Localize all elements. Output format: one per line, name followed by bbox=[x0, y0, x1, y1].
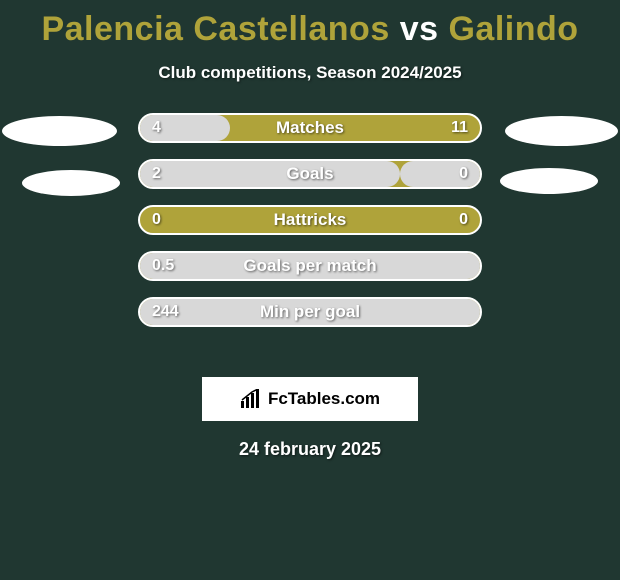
stat-bar-label: Min per goal bbox=[138, 297, 482, 327]
stat-bar-value-right: 0 bbox=[459, 205, 468, 235]
stat-bars-container: Matches411Goals20Hattricks00Goals per ma… bbox=[138, 113, 482, 343]
player1-shadow-oval bbox=[22, 170, 120, 196]
player2-name: Galindo bbox=[448, 10, 578, 48]
stat-bar-value-right: 11 bbox=[451, 113, 468, 143]
snapshot-date: 24 february 2025 bbox=[0, 439, 620, 460]
brand-chart-icon bbox=[240, 389, 262, 409]
brand-box: FcTables.com bbox=[202, 377, 418, 421]
stat-bar-label: Hattricks bbox=[138, 205, 482, 235]
player1-photo-placeholder bbox=[2, 116, 117, 146]
brand-text: FcTables.com bbox=[268, 389, 380, 409]
vs-label: vs bbox=[400, 10, 439, 48]
stat-bar-value-left: 0.5 bbox=[152, 251, 174, 281]
stat-bar-row: Goals per match0.5 bbox=[138, 251, 482, 281]
comparison-title: Palencia Castellanos vs Galindo bbox=[0, 0, 620, 49]
stat-bar-value-left: 4 bbox=[152, 113, 161, 143]
player2-photo-placeholder bbox=[505, 116, 618, 146]
stat-bar-value-left: 0 bbox=[152, 205, 161, 235]
stat-bar-value-left: 2 bbox=[152, 159, 161, 189]
player2-shadow-oval bbox=[500, 168, 598, 194]
comparison-stage: Matches411Goals20Hattricks00Goals per ma… bbox=[0, 113, 620, 363]
stat-bar-row: Matches4 11 bbox=[138, 113, 482, 143]
season-subtitle: Club competitions, Season 2024/2025 bbox=[0, 63, 620, 83]
stat-bar-row: Hattricks0 0 bbox=[138, 205, 482, 235]
player1-name: Palencia Castellanos bbox=[41, 10, 389, 48]
stat-bar-row: Goals2 0 bbox=[138, 159, 482, 189]
stat-bar-value-right: 0 bbox=[459, 159, 468, 189]
stat-bar-value-left: 244 bbox=[152, 297, 179, 327]
stat-bar-row: Min per goal244 bbox=[138, 297, 482, 327]
stat-bar-label: Goals bbox=[138, 159, 482, 189]
stat-bar-label: Matches bbox=[138, 113, 482, 143]
stat-bar-label: Goals per match bbox=[138, 251, 482, 281]
